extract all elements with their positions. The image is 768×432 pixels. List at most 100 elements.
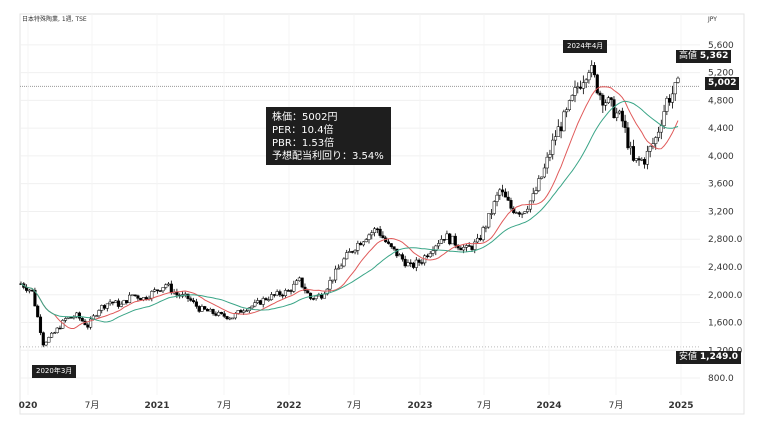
candle-body: [601, 94, 605, 106]
candle-body: [97, 310, 101, 317]
candle-body: [55, 327, 59, 333]
candle-body: [334, 268, 338, 281]
high-price-label: 高値: [679, 51, 698, 61]
candle-body: [573, 87, 577, 96]
candle-body: [144, 297, 148, 300]
candle-body: [289, 290, 293, 292]
candle-body: [244, 310, 249, 312]
candle-body: [225, 316, 229, 319]
candle-body: [520, 212, 524, 215]
candle-body: [631, 146, 636, 161]
high-price-value: 5,362: [699, 51, 729, 61]
current-price-tag: 5,002: [705, 77, 740, 90]
candle-body: [509, 200, 513, 209]
candle-body: [278, 291, 282, 296]
candle-body: [386, 241, 391, 244]
chart-legend: 日本特殊陶業, 1週, TSE: [22, 16, 87, 23]
candle-body: [498, 189, 502, 196]
candle-body: [567, 100, 571, 110]
candle-body: [219, 312, 223, 314]
current-price-value: 5,002: [708, 78, 737, 88]
candle-body: [66, 317, 70, 319]
candle-body: [119, 303, 123, 307]
candle-body: [604, 102, 608, 106]
x-tick-label: 2021: [144, 401, 169, 411]
candle-body: [459, 247, 463, 251]
candle-body: [445, 233, 449, 240]
candle-body: [108, 301, 112, 305]
candle-body: [228, 317, 232, 320]
candle-body: [640, 159, 644, 161]
candle-body: [378, 228, 382, 236]
candle-body: [634, 158, 638, 161]
candle-body: [258, 300, 262, 305]
candle-body: [398, 254, 402, 257]
candle-body: [336, 267, 340, 270]
x-tick-label: 2025: [668, 401, 693, 411]
candle-body: [133, 294, 137, 297]
candle-body: [114, 300, 118, 304]
candle-body: [492, 201, 496, 214]
candle-body: [495, 194, 499, 202]
candle-body: [662, 111, 666, 127]
candle-body: [77, 312, 82, 319]
candle-body: [58, 327, 62, 330]
candle-body: [303, 286, 307, 291]
candle-body: [411, 262, 416, 268]
chart-frame: [19, 13, 745, 415]
candle-body: [194, 301, 198, 307]
y-tick-label: 5,600: [708, 41, 734, 51]
candle-body: [361, 241, 365, 246]
high-price-tag: 高値 5,362: [676, 50, 732, 63]
candle-body: [612, 99, 616, 118]
x-tick-label: 7月: [477, 400, 492, 411]
y-tick-label: 800.0: [708, 374, 734, 384]
candle-body: [364, 239, 368, 243]
candle-body: [47, 337, 51, 343]
candle-body: [581, 82, 585, 89]
candle-body: [615, 112, 619, 118]
currency-label: JPY: [708, 16, 717, 23]
candle-body: [261, 298, 265, 305]
candle-body: [470, 246, 474, 250]
candle-body: [553, 136, 558, 141]
candle-body: [50, 332, 54, 338]
candle-body: [453, 235, 457, 246]
candle-body: [217, 312, 221, 316]
candle-body: [637, 158, 641, 161]
low-date-callout: 2020年3月: [32, 365, 77, 378]
low-price-value: 1,249.0: [699, 352, 739, 362]
candle-body: [676, 77, 680, 83]
y-tick-label: 4,000: [708, 152, 734, 162]
candle-body: [242, 310, 246, 313]
candle-body: [100, 305, 104, 311]
candle-body: [264, 298, 268, 300]
high-date-callout: 2024年4月: [563, 40, 608, 53]
candle-body: [623, 120, 627, 128]
candle-body: [233, 313, 237, 319]
ma-short-line: [20, 86, 679, 329]
candle-body: [417, 259, 421, 263]
candle-body: [136, 295, 140, 299]
note-line-price: 株価：5002円: [272, 112, 338, 123]
candle-body: [478, 237, 482, 241]
candle-body: [189, 298, 193, 301]
candle-body: [297, 277, 301, 281]
candle-body: [208, 309, 212, 312]
candle-body: [467, 245, 471, 247]
candle-body: [565, 109, 569, 113]
candle-body: [370, 232, 374, 236]
candle-body: [111, 301, 115, 304]
candle-body: [514, 212, 519, 214]
candle-body: [531, 193, 535, 202]
ma-long-line: [20, 100, 679, 323]
candle-body: [414, 259, 418, 268]
candle-body: [192, 300, 196, 303]
candle-body: [128, 294, 132, 304]
x-tick-label: 7月: [609, 400, 624, 411]
candle-body: [286, 290, 290, 292]
candle-body: [44, 341, 48, 346]
candle-body: [292, 283, 296, 292]
candle-body: [464, 245, 468, 248]
candle-body: [659, 125, 663, 133]
